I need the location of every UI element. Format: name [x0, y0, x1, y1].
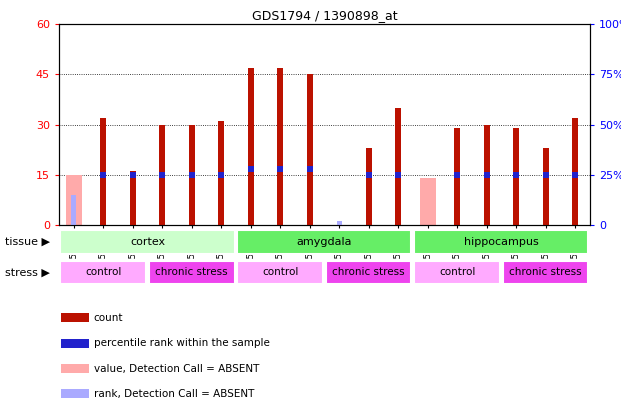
Bar — [543, 148, 549, 225]
Text: chronic stress: chronic stress — [509, 267, 582, 277]
Bar — [277, 68, 283, 225]
Title: GDS1794 / 1390898_at: GDS1794 / 1390898_at — [252, 9, 397, 22]
Text: count: count — [94, 313, 123, 323]
Bar — [420, 178, 436, 225]
Bar — [189, 172, 195, 178]
Bar — [337, 221, 342, 225]
Bar — [395, 108, 401, 225]
Bar — [159, 172, 165, 178]
Bar — [130, 171, 136, 225]
Text: stress ▶: stress ▶ — [5, 267, 50, 277]
Text: amygdala: amygdala — [297, 237, 352, 247]
Bar — [572, 118, 578, 225]
Text: hippocampus: hippocampus — [464, 237, 539, 247]
Bar — [454, 172, 460, 178]
Text: control: control — [262, 267, 299, 277]
Bar — [395, 172, 401, 178]
Text: rank, Detection Call = ABSENT: rank, Detection Call = ABSENT — [94, 389, 254, 399]
Bar — [189, 125, 195, 225]
Bar — [60, 260, 146, 284]
Text: chronic stress: chronic stress — [155, 267, 228, 277]
Bar — [61, 339, 89, 348]
Bar — [61, 389, 89, 399]
Text: control: control — [439, 267, 476, 277]
Bar — [149, 260, 235, 284]
Bar — [218, 121, 224, 225]
Bar — [66, 175, 82, 225]
Bar — [414, 230, 589, 254]
Text: control: control — [85, 267, 122, 277]
Bar — [248, 166, 254, 172]
Text: percentile rank within the sample: percentile rank within the sample — [94, 338, 270, 348]
Bar — [366, 148, 372, 225]
Bar — [513, 128, 519, 225]
Bar — [130, 195, 135, 225]
Bar — [60, 230, 235, 254]
Bar — [503, 260, 589, 284]
Bar — [100, 118, 106, 225]
Bar — [61, 313, 89, 322]
Bar — [100, 172, 106, 178]
Text: cortex: cortex — [130, 237, 165, 247]
Bar — [130, 172, 136, 178]
Text: tissue ▶: tissue ▶ — [5, 237, 50, 247]
Bar — [513, 172, 519, 178]
Bar — [71, 195, 76, 225]
Bar — [484, 172, 490, 178]
Bar — [543, 172, 549, 178]
Bar — [61, 364, 89, 373]
Bar — [248, 68, 254, 225]
Bar — [218, 172, 224, 178]
Bar — [307, 75, 313, 225]
Bar — [277, 166, 283, 172]
Text: value, Detection Call = ABSENT: value, Detection Call = ABSENT — [94, 364, 259, 373]
Bar — [414, 260, 500, 284]
Bar — [237, 230, 412, 254]
Bar — [366, 172, 372, 178]
Text: chronic stress: chronic stress — [332, 267, 405, 277]
Bar — [159, 125, 165, 225]
Bar — [326, 260, 412, 284]
Bar — [454, 128, 460, 225]
Bar — [307, 166, 313, 172]
Bar — [572, 172, 578, 178]
Bar — [237, 260, 323, 284]
Bar — [484, 125, 490, 225]
